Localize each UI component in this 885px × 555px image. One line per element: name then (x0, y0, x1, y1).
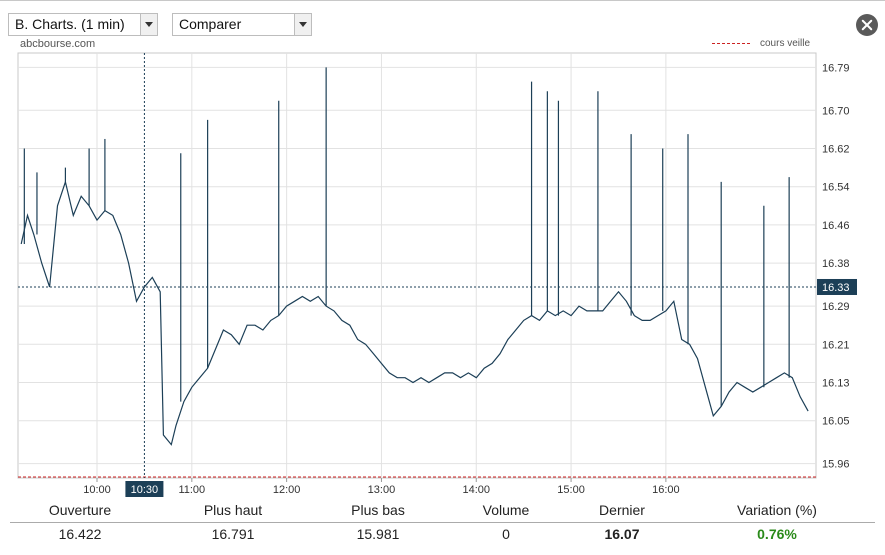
x-tick-label: 12:00 (273, 484, 301, 496)
price-chart[interactable]: 15.96 16.05 16.13 16.21 16.29 16.38 16.46 16.54… (0, 0, 885, 500)
source-label: abcbourse.com (20, 38, 96, 50)
chart-type-select-value: B. Charts. (1 min) (15, 16, 125, 32)
legend: cours veille (712, 38, 810, 49)
y-tick-label: 16.62 (822, 144, 850, 156)
x-tick-label: 13:00 (368, 484, 396, 496)
stat-value: 0.76% (757, 526, 797, 542)
y-tick-label: 16.05 (822, 416, 850, 428)
stat-value: 16.422 (58, 526, 102, 542)
stat-label: Plus haut (203, 502, 263, 518)
stat-label: Volume (482, 502, 530, 518)
crosshair-price-label: 16.33 (822, 282, 850, 294)
crosshair-price-badge (817, 278, 857, 295)
plot-area (17, 52, 817, 479)
y-tick-label: 16.29 (822, 301, 850, 313)
stat-label: Variation (%) (737, 502, 817, 518)
y-tick-label: 16.13 (822, 377, 850, 389)
y-tick-label: 16.38 (822, 258, 850, 270)
legend-swatch-previous-close (712, 42, 750, 44)
x-tick-label: 15:00 (557, 484, 585, 496)
y-tick-label: 16.79 (822, 62, 850, 74)
x-tick-label: 16:00 (652, 484, 680, 496)
x-tick-label: 11:00 (178, 484, 205, 496)
crosshair-time-label: 10:30 (131, 484, 159, 496)
x-tick-label: 10:00 (83, 484, 111, 496)
stat-value: 16.791 (211, 526, 255, 542)
stats-separator (10, 522, 875, 523)
chart-type-select[interactable]: B. Charts. (1 min) (8, 13, 158, 36)
x-tick-label: 14:00 (462, 484, 490, 496)
chevron-down-icon[interactable] (140, 14, 157, 35)
stat-label: Ouverture (48, 502, 112, 518)
y-tick-label: 16.46 (822, 220, 850, 232)
y-tick-label: 16.70 (822, 105, 850, 117)
crosshair-time-badge (125, 481, 164, 497)
compare-select[interactable]: Comparer (172, 13, 312, 36)
close-icon[interactable] (856, 14, 878, 36)
stat-label: Plus bas (351, 502, 405, 518)
y-tick-label: 16.21 (822, 339, 850, 351)
price-line (20, 179, 809, 446)
compare-select-value: Comparer (179, 16, 242, 32)
top-border (0, 0, 885, 1)
stat-label: Dernier (599, 502, 645, 518)
stat-value: 15.981 (356, 526, 400, 542)
stat-value: 16.07 (604, 526, 640, 542)
y-tick-label: 16.54 (822, 182, 850, 194)
legend-label-previous-close: cours veille (760, 38, 811, 49)
y-tick-label: 15.96 (822, 459, 850, 471)
chevron-down-icon[interactable] (294, 14, 311, 35)
stat-value: 0 (502, 526, 510, 542)
